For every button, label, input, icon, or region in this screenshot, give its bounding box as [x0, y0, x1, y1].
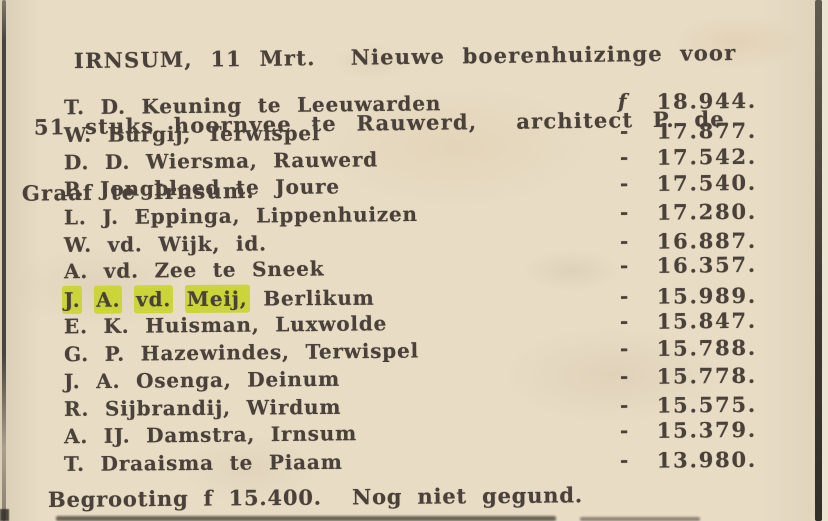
bidder-name: J. A. Osenga, Deinum — [63, 366, 341, 394]
cutoff-print-band — [56, 516, 556, 521]
currency-prefix: - — [619, 171, 629, 196]
bid-amount: 15.847. — [656, 307, 758, 334]
bid-amount: 13.980. — [656, 446, 758, 473]
bid-amount: 15.788. — [656, 334, 758, 361]
bid-amount: 17.877. — [656, 118, 758, 144]
currency-prefix: - — [619, 144, 629, 169]
currency-prefix: - — [619, 417, 629, 442]
bidder-name: A. IJ. Damstra, Irnsum — [63, 420, 358, 448]
currency-prefix: - — [619, 283, 629, 308]
corner-ink-mark — [0, 509, 9, 521]
table-row: T. Draaisma te Piaam - 13.980. — [0, 445, 828, 478]
currency-prefix: - — [619, 363, 629, 388]
currency-prefix: - — [619, 335, 629, 360]
currency-prefix: - — [619, 393, 629, 418]
highlighted-word: J. — [63, 287, 81, 312]
bidder-name: G. P. Hazewindes, Terwispel — [63, 337, 420, 366]
header-line-1: IRNSUM, 11 Mrt. Nieuwe boerenhuizinge vo… — [73, 40, 737, 74]
currency-prefix: - — [619, 447, 629, 472]
bid-amount: 15.379. — [656, 416, 758, 443]
bidder-name: E. K. Huisman, Luxwolde — [63, 311, 388, 339]
bidder-name: J. A. vd. Meij, Berlikum — [63, 285, 375, 312]
highlighted-word: A. — [96, 287, 121, 312]
currency-prefix: - — [619, 253, 629, 278]
currency-prefix: - — [619, 228, 629, 253]
currency-prefix: - — [619, 119, 629, 144]
bid-amount: 17.540. — [656, 169, 758, 197]
bid-amount: 17.280. — [656, 198, 758, 225]
bid-amount: 18.944. — [656, 87, 758, 114]
bidder-name: W. vd. Wijk, id. — [63, 231, 267, 257]
currency-prefix: - — [619, 309, 629, 334]
bidder-name: D. D. Wiersma, Rauwerd — [63, 147, 379, 175]
bidder-name: P. Jongbloed te Joure — [63, 174, 341, 202]
currency-prefix: - — [619, 199, 629, 224]
bid-amount: 15.778. — [656, 362, 758, 389]
bid-amount: 16.357. — [656, 252, 758, 279]
bid-rows: T. D. Keuning te Leeuwarden f 18.944. W. Bu… — [0, 88, 828, 478]
highlighted-word: vd. — [136, 286, 172, 312]
bid-amount: 15.989. — [656, 282, 758, 309]
bidder-name: A. vd. Zee te Sneek — [63, 256, 325, 284]
paper-edge — [822, 0, 828, 521]
currency-prefix: f — [617, 89, 627, 114]
column-rule-left — [2, 0, 6, 521]
bidder-name: W. Burgij, Terwispel — [63, 121, 321, 148]
cutoff-print-band — [580, 517, 700, 521]
column-rule-right — [815, 0, 822, 521]
footer-line: Begrooting f 15.400. Nog niet gegund. — [47, 482, 584, 512]
bidder-name: T. D. Keuning te Leeuwarden — [63, 91, 442, 120]
bidder-name: T. Draaisma te Piaam — [63, 449, 343, 477]
bid-amount: 17.542. — [656, 143, 758, 170]
bidder-name: R. Sijbrandij, Wirdum — [63, 395, 342, 422]
highlighted-word: Meij, — [186, 286, 248, 311]
bidder-name: L. J. Eppinga, Lippenhuizen — [63, 201, 418, 229]
